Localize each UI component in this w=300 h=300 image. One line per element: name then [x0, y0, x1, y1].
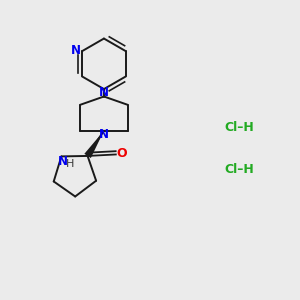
- Text: Cl–H: Cl–H: [224, 121, 254, 134]
- Text: N: N: [99, 86, 109, 99]
- Text: N: N: [99, 128, 109, 141]
- Text: O: O: [116, 147, 127, 161]
- Polygon shape: [84, 131, 104, 158]
- Text: Cl–H: Cl–H: [224, 163, 254, 176]
- Text: N: N: [70, 44, 80, 57]
- Text: N: N: [58, 155, 68, 168]
- Text: H: H: [65, 158, 74, 169]
